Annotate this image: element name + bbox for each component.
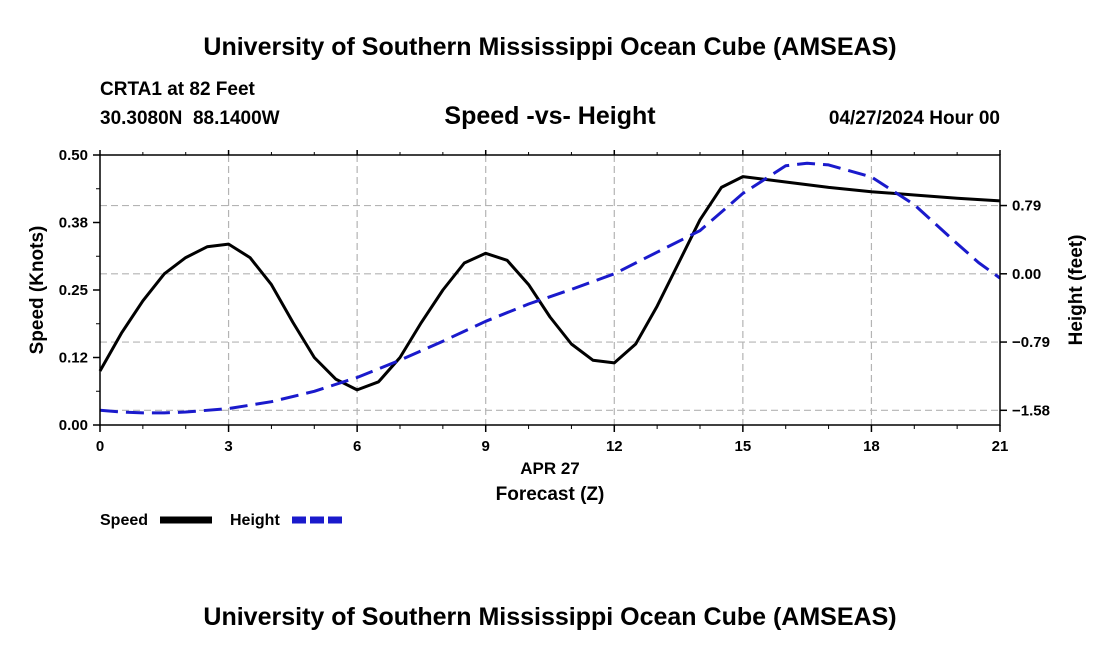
y-tick-label: 0.12 (59, 350, 88, 367)
y2-tick-label: −0.79 (1012, 334, 1050, 351)
x-tick-label: 18 (863, 438, 880, 455)
grid-lines (100, 155, 1000, 425)
chart-title: Speed -vs- Height (444, 102, 656, 130)
station-coordinates: 30.3080N 88.1400W (100, 108, 280, 129)
station-label: CRTA1 at 82 Feet (100, 79, 256, 100)
x-tick-label: 3 (224, 438, 232, 455)
legend-speed-label: Speed (100, 512, 148, 529)
series-line-speed (98, 175, 1001, 392)
legend-height-label: Height (230, 512, 280, 529)
x-tick-label: 21 (992, 438, 1009, 455)
x-tick-label: 0 (96, 438, 104, 455)
x-axis-title: Forecast (Z) (496, 484, 605, 505)
main-title: University of Southern Mississippi Ocean… (203, 33, 896, 61)
series-line-height (99, 161, 1001, 415)
forecast-datetime: 04/27/2024 Hour 00 (829, 108, 1000, 129)
y-axis-title: Speed (Knots) (27, 226, 48, 355)
plot-frame (99, 154, 1001, 426)
x-tick-label: 12 (606, 438, 623, 455)
series-lines (98, 161, 1001, 415)
y-tick-label: 0.50 (59, 147, 88, 164)
x-tick-label: 15 (735, 438, 752, 455)
y2-tick-label: 0.00 (1012, 266, 1041, 283)
x-axis-date-label: APR 27 (520, 459, 580, 478)
y-tick-label: 0.00 (59, 417, 88, 434)
y2-tick-label: 0.79 (1012, 198, 1041, 215)
x-tick-label: 9 (482, 438, 490, 455)
axis-ticks: 0 3 6 9 12 15 18 21 0.00 0.12 0.25 0.38 0.50 −1.58 −0.… (59, 147, 1050, 455)
footer-title: University of Southern Mississippi Ocean… (203, 603, 896, 631)
x-tick-label: 6 (353, 438, 361, 455)
y-tick-label: 0.38 (59, 215, 88, 232)
y-tick-label: 0.25 (59, 282, 88, 299)
y2-axis-title: Height (feet) (1066, 235, 1087, 346)
legend: Speed Height (100, 512, 342, 529)
y2-tick-label: −1.58 (1012, 402, 1050, 419)
